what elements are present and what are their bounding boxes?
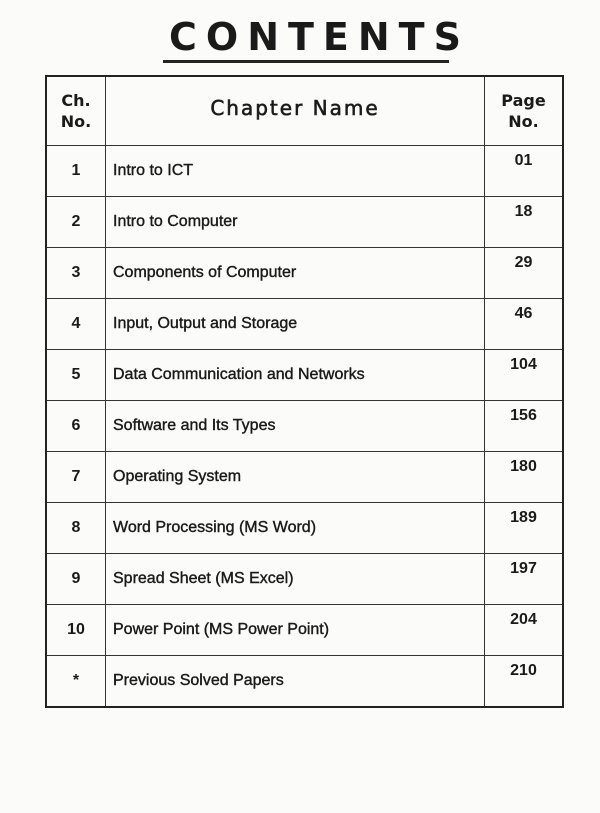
chapter-number: 10 <box>45 604 106 656</box>
header-chapter-name: Chapter Name <box>105 75 485 146</box>
chapter-number: 4 <box>45 298 106 350</box>
chapter-name: Intro to Computer <box>105 196 485 248</box>
chapter-number: 1 <box>45 145 106 197</box>
chapter-name: Operating System <box>105 451 485 503</box>
page-number: 204 <box>484 604 564 656</box>
table-row: 10 Power Point (MS Power Point) 204 <box>45 604 564 656</box>
chapter-name: Power Point (MS Power Point) <box>105 604 485 656</box>
table-row: 1 Intro to ICT 01 <box>45 145 564 197</box>
header-page-line2: No. <box>508 112 539 131</box>
chapter-name: Spread Sheet (MS Excel) <box>105 553 485 605</box>
header-row: Ch. No. Chapter Name Page No. <box>45 75 564 146</box>
table-row: 8 Word Processing (MS Word) 189 <box>45 502 564 554</box>
table-row: 4 Input, Output and Storage 46 <box>45 298 564 350</box>
page-number: 29 <box>484 247 564 299</box>
page-number: 01 <box>484 145 564 197</box>
chapter-number: 3 <box>45 247 106 299</box>
table-row: 2 Intro to Computer 18 <box>45 196 564 248</box>
chapter-number: 8 <box>45 502 106 554</box>
chapter-number: 2 <box>45 196 106 248</box>
table-row: 3 Components of Computer 29 <box>45 247 564 299</box>
page-number: 104 <box>484 349 564 401</box>
contents-table: Ch. No. Chapter Name Page No. 1 Intro to IC… <box>45 75 564 708</box>
chapter-number: 5 <box>45 349 106 401</box>
page-number: 18 <box>484 196 564 248</box>
header-page-no: Page No. <box>484 75 564 146</box>
chapter-number: 7 <box>45 451 106 503</box>
page-number: 46 <box>484 298 564 350</box>
table-row: * Previous Solved Papers 210 <box>45 655 564 708</box>
chapter-name: Previous Solved Papers <box>105 655 485 708</box>
chapter-number: * <box>45 655 106 708</box>
chapter-name: Data Communication and Networks <box>105 349 485 401</box>
chapter-name: Software and Its Types <box>105 400 485 452</box>
page-number: 210 <box>484 655 564 708</box>
chapter-name: Word Processing (MS Word) <box>105 502 485 554</box>
page-number: 180 <box>484 451 564 503</box>
header-ch-line2: No. <box>60 112 92 131</box>
header-page-line1: Page <box>501 91 546 110</box>
page-number: 156 <box>484 400 564 452</box>
chapter-name: Components of Computer <box>105 247 485 299</box>
chapter-name: Input, Output and Storage <box>105 298 485 350</box>
header-ch-line1: Ch. <box>61 91 91 110</box>
chapter-name: Intro to ICT <box>105 145 485 197</box>
header-ch-no: Ch. No. <box>45 75 106 146</box>
page-title: CONTENTS <box>163 14 461 63</box>
page-number: 189 <box>484 502 564 554</box>
table-row: 5 Data Communication and Networks 104 <box>45 349 564 401</box>
table-row: 6 Software and Its Types 156 <box>45 400 564 452</box>
table-row: 9 Spread Sheet (MS Excel) 197 <box>45 553 564 605</box>
chapter-number: 9 <box>45 553 106 605</box>
page-number: 197 <box>484 553 564 605</box>
chapter-number: 6 <box>45 400 106 452</box>
table-row: 7 Operating System 180 <box>45 451 564 503</box>
